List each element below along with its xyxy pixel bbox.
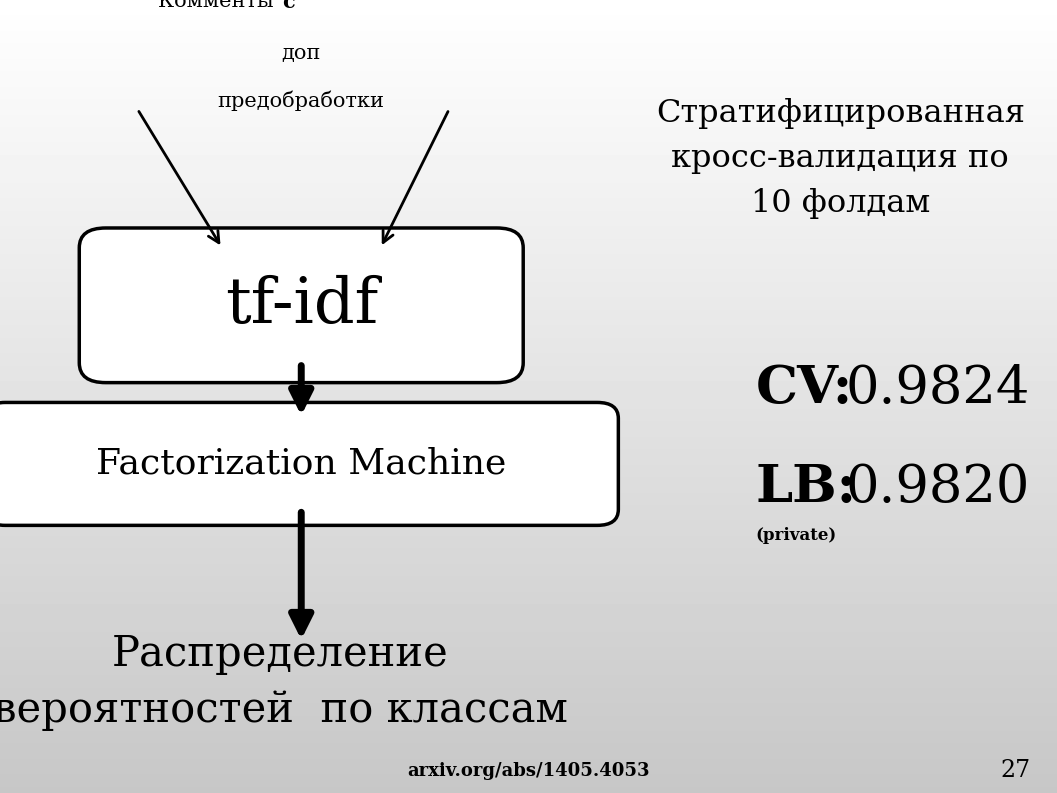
Text: Распределение: Распределение [112, 634, 448, 675]
Text: вероятностей  по классам: вероятностей по классам [0, 689, 568, 730]
Text: CV:: CV: [756, 363, 853, 414]
Text: (private): (private) [756, 527, 837, 544]
FancyBboxPatch shape [79, 228, 523, 383]
FancyBboxPatch shape [0, 403, 618, 526]
Text: Factorization Machine: Factorization Machine [96, 447, 506, 481]
Text: с: с [282, 0, 295, 12]
Text: 0.9820: 0.9820 [846, 462, 1030, 513]
Text: Комменты: Комменты [157, 0, 280, 11]
Text: tf-idf: tf-idf [225, 274, 377, 336]
Text: предобработки: предобработки [218, 91, 385, 111]
Text: 0.9824: 0.9824 [846, 363, 1030, 414]
Text: arxiv.org/abs/1405.4053: arxiv.org/abs/1405.4053 [407, 762, 650, 780]
Text: Стратифицированная
кросс-валидация по
10 фолдам: Стратифицированная кросс-валидация по 10… [655, 98, 1025, 220]
Text: LB:: LB: [756, 462, 857, 513]
Text: доп: доп [281, 44, 321, 63]
Text: 27: 27 [1000, 759, 1031, 783]
